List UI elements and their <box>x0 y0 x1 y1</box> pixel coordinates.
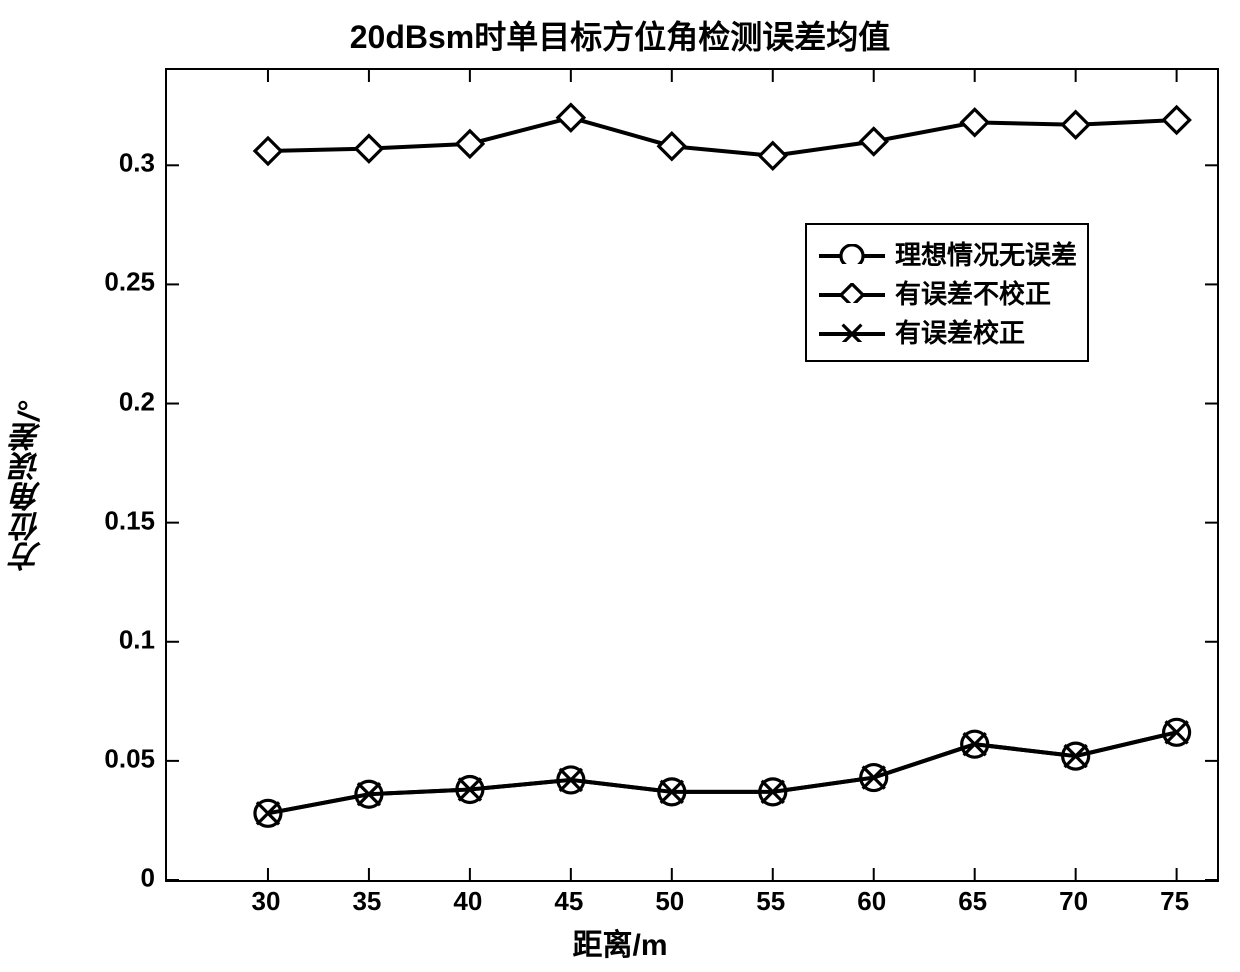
series-line <box>268 732 1177 813</box>
series-marker <box>659 133 685 159</box>
series-marker <box>356 136 382 162</box>
x-tick-label: 65 <box>958 886 987 917</box>
series-marker <box>1063 112 1089 138</box>
x-tick-label: 50 <box>655 886 684 917</box>
legend: 理想情况无误差有误差不校正有误差校正 <box>805 223 1089 362</box>
y-tick-label: 0.25 <box>85 267 155 298</box>
series-marker <box>558 105 584 131</box>
y-tick-label: 0.05 <box>85 743 155 774</box>
y-tick-label: 0.3 <box>85 148 155 179</box>
legend-swatch <box>817 322 887 342</box>
x-tick-label: 60 <box>857 886 886 917</box>
x-tick-label: 55 <box>756 886 785 917</box>
figure: 20dBsm时单目标方位角检测误差均值 方位角误差/° 距离/m 30 35 40 4… <box>0 0 1240 972</box>
legend-row: 有误差校正 <box>817 313 1077 350</box>
legend-label: 理想情况无误差 <box>895 235 1077 272</box>
series-line <box>268 118 1177 156</box>
x-tick-label: 75 <box>1160 886 1189 917</box>
plot-area <box>165 68 1219 882</box>
legend-swatch <box>817 244 887 264</box>
series-marker <box>962 109 988 135</box>
series-marker <box>760 143 786 169</box>
chart-title: 20dBsm时单目标方位角检测误差均值 <box>0 12 1240 58</box>
y-axis-label: 方位角误差/° <box>8 401 52 571</box>
series-marker <box>861 128 887 154</box>
y-tick-label: 0.15 <box>85 505 155 536</box>
x-axis-label: 距离/m <box>0 920 1240 964</box>
series-marker <box>1164 107 1190 133</box>
legend-row: 有误差不校正 <box>817 274 1077 311</box>
x-tick-label: 30 <box>251 886 280 917</box>
x-tick-label: 35 <box>352 886 381 917</box>
series-line <box>268 732 1177 813</box>
y-tick-label: 0.2 <box>85 386 155 417</box>
series-marker <box>255 138 281 164</box>
plot-svg <box>167 70 1217 880</box>
legend-row: 理想情况无误差 <box>817 235 1077 272</box>
legend-label: 有误差不校正 <box>895 274 1051 311</box>
x-tick-label: 70 <box>1059 886 1088 917</box>
series-marker <box>457 131 483 157</box>
legend-swatch <box>817 283 887 303</box>
x-tick-label: 40 <box>453 886 482 917</box>
y-tick-label: 0.1 <box>85 624 155 655</box>
y-tick-label: 0 <box>85 863 155 894</box>
x-tick-label: 45 <box>554 886 583 917</box>
legend-label: 有误差校正 <box>895 313 1025 350</box>
